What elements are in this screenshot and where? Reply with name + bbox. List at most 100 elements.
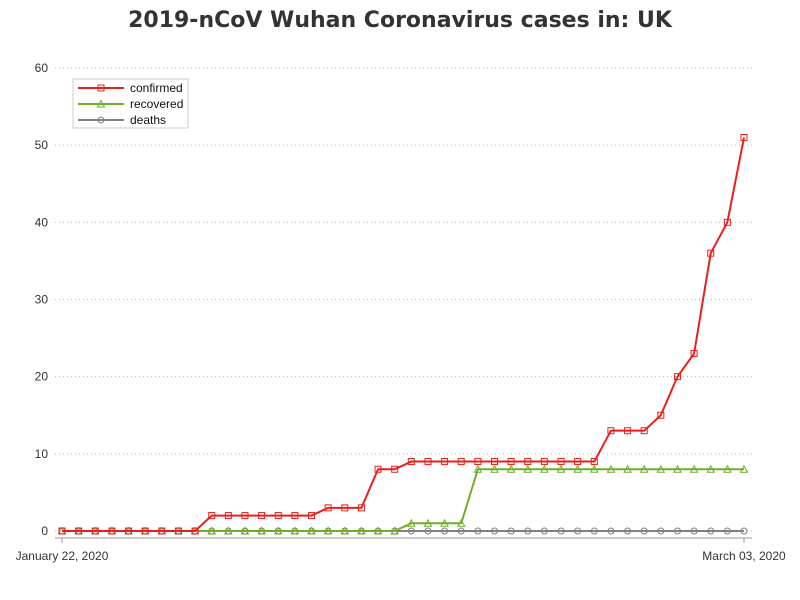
x-tick-label: March 03, 2020 <box>702 549 786 563</box>
y-tick-label: 30 <box>35 293 49 307</box>
data-point-confirmed <box>75 527 83 535</box>
data-point-deaths <box>740 527 748 535</box>
data-point-deaths <box>474 527 482 535</box>
data-point-confirmed <box>590 458 598 466</box>
y-tick-label: 10 <box>35 447 49 461</box>
data-point-confirmed <box>341 504 349 512</box>
data-point-confirmed <box>58 527 66 535</box>
data-point-recovered <box>673 464 682 473</box>
data-point-confirmed <box>740 133 748 141</box>
data-point-recovered <box>440 518 449 527</box>
data-point-recovered <box>589 464 599 473</box>
data-point-confirmed <box>474 458 482 466</box>
data-point-confirmed <box>574 458 582 466</box>
data-point-deaths <box>607 527 615 535</box>
data-point-confirmed <box>291 512 299 520</box>
chart-title: 2019-nCoV Wuhan Coronavirus cases in: UK <box>128 8 672 33</box>
data-point-recovered <box>273 526 283 535</box>
x-tick-label: January 22, 2020 <box>16 549 109 563</box>
data-point-deaths <box>690 527 698 535</box>
data-point-deaths <box>673 527 681 535</box>
data-point-recovered <box>323 526 333 535</box>
data-point-confirmed <box>624 427 632 435</box>
data-point-deaths <box>524 527 532 535</box>
data-point-confirmed <box>657 411 665 419</box>
legend-marker-confirmed <box>97 84 105 92</box>
data-point-deaths <box>457 527 465 535</box>
data-point-confirmed <box>640 427 648 435</box>
data-point-confirmed <box>490 458 498 466</box>
data-point-confirmed <box>540 458 548 466</box>
data-point-recovered <box>390 526 400 535</box>
data-point-recovered <box>656 464 666 473</box>
data-point-deaths <box>574 527 582 535</box>
data-point-recovered <box>340 526 350 535</box>
data-point-confirmed <box>441 458 449 466</box>
y-tick-label: 50 <box>35 138 49 152</box>
data-point-recovered <box>573 464 582 473</box>
data-point-confirmed <box>524 458 532 466</box>
data-point-recovered <box>224 526 233 535</box>
data-point-deaths <box>424 527 432 535</box>
data-point-deaths <box>640 527 648 535</box>
data-point-recovered <box>623 464 632 473</box>
data-point-confirmed <box>374 465 382 473</box>
series-line-recovered <box>62 468 744 532</box>
data-point-recovered <box>523 464 533 473</box>
data-point-recovered <box>373 526 383 535</box>
data-point-recovered <box>506 464 516 473</box>
legend-marker-deaths <box>97 116 105 124</box>
data-point-confirmed <box>557 458 565 466</box>
data-point-recovered <box>240 526 250 535</box>
data-point-recovered <box>456 518 466 527</box>
data-point-confirmed <box>158 527 166 535</box>
data-point-recovered <box>706 464 716 473</box>
data-point-confirmed <box>507 458 515 466</box>
data-point-recovered <box>689 464 699 473</box>
data-point-deaths <box>441 527 449 535</box>
data-point-deaths <box>590 527 598 535</box>
data-point-confirmed <box>274 512 282 520</box>
data-point-confirmed <box>607 427 615 435</box>
data-point-recovered <box>556 464 566 473</box>
data-point-confirmed <box>224 512 232 520</box>
data-point-deaths <box>657 527 665 535</box>
data-point-deaths <box>557 527 565 535</box>
data-point-deaths <box>707 527 715 535</box>
data-point-confirmed <box>357 504 365 512</box>
legend-label-deaths: deaths <box>130 113 166 127</box>
data-point-deaths <box>490 527 498 535</box>
data-point-confirmed <box>191 527 199 535</box>
data-point-recovered <box>490 464 499 473</box>
series-lines <box>57 133 749 535</box>
legend-marker-recovered <box>96 99 106 108</box>
data-point-confirmed <box>174 527 182 535</box>
data-point-deaths <box>624 527 632 535</box>
data-point-recovered <box>723 464 732 473</box>
data-point-recovered <box>406 518 416 527</box>
data-point-deaths <box>723 527 731 535</box>
data-point-confirmed <box>125 527 133 535</box>
data-point-confirmed <box>208 512 216 520</box>
data-point-confirmed <box>690 350 698 358</box>
data-point-confirmed <box>457 458 465 466</box>
data-point-confirmed <box>91 527 99 535</box>
data-point-recovered <box>207 526 217 535</box>
data-point-confirmed <box>241 512 249 520</box>
data-point-confirmed <box>707 249 715 257</box>
data-point-recovered <box>540 464 549 473</box>
data-point-deaths <box>540 527 548 535</box>
data-point-confirmed <box>424 458 432 466</box>
data-point-confirmed <box>324 504 332 512</box>
data-point-recovered <box>290 526 300 535</box>
data-point-recovered <box>606 464 616 473</box>
legend-label-confirmed: confirmed <box>130 81 183 95</box>
data-point-confirmed <box>141 527 149 535</box>
data-point-deaths <box>507 527 515 535</box>
data-point-confirmed <box>391 465 399 473</box>
data-point-confirmed <box>723 218 731 226</box>
axes: 0 10 20 30 40 50 60 January 22, 2020 March 03, 2… <box>16 61 786 563</box>
data-point-recovered <box>473 464 483 473</box>
legend-label-recovered: recovered <box>130 97 183 111</box>
